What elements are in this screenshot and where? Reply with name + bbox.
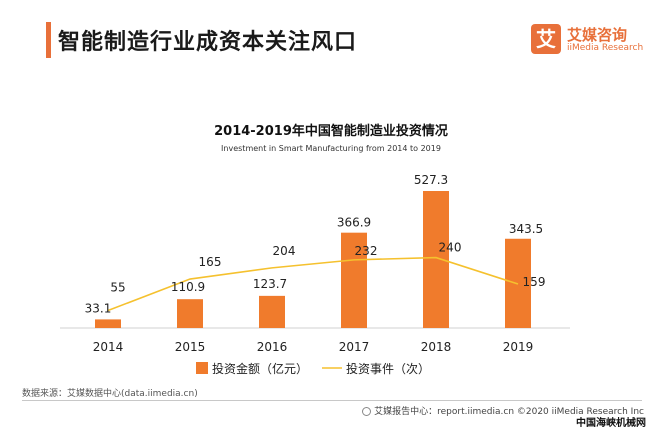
chart-subtitle: Investment in Smart Manufacturing from 2… [221, 144, 441, 153]
line-label-2017: 232 [355, 244, 378, 258]
logo-name-en: iiMedia Research [567, 43, 644, 53]
report-center-icon [362, 407, 372, 416]
x-tick-2019: 2019 [503, 340, 534, 354]
bar-2017 [341, 232, 367, 328]
footer-copyright: 艾媒报告中心：report.iimedia.cn ©2020 iiMedia R… [362, 404, 644, 417]
x-tick-2014: 2014 [93, 340, 124, 354]
bar-2014 [95, 319, 121, 328]
chart-title: 2014-2019年中国智能制造业投资情况 [214, 123, 448, 139]
line-label-2015: 165 [199, 255, 222, 269]
line-label-2018: 240 [439, 241, 462, 255]
title-accent-bar [46, 22, 51, 58]
page-title: 智能制造行业成资本关注风口 [58, 30, 358, 55]
x-tick-2018: 2018 [421, 340, 452, 354]
bar-label-2014: 33.1 [85, 301, 112, 315]
data-source: 数据来源：艾媒数据中心(data.iimedia.cn) [22, 389, 198, 399]
legend-label-bar: 投资金额（亿元） [212, 361, 308, 376]
bar-label-2018: 527.3 [414, 173, 448, 187]
bar-2016 [259, 295, 285, 328]
x-tick-2015: 2015 [175, 340, 206, 354]
bar-label-2015: 110.9 [171, 280, 205, 294]
line-label-2019: 159 [523, 275, 546, 289]
line-label-2016: 204 [273, 244, 296, 258]
bar-label-2017: 366.9 [337, 216, 371, 230]
line-label-2014: 55 [110, 281, 125, 295]
brand-logo: 艾 艾媒咨询 iiMedia Research [531, 24, 643, 60]
bar-label-2019: 343.5 [509, 222, 543, 236]
watermark: 中国海峡机械网 [576, 418, 646, 429]
x-tick-2016: 2016 [257, 340, 288, 354]
x-tick-2017: 2017 [339, 340, 370, 354]
line-investment-events [107, 256, 519, 312]
footer-copyright-text: 艾媒报告中心：report.iimedia.cn ©2020 iiMedia R… [374, 407, 644, 417]
logo-name-cn: 艾媒咨询 [567, 26, 628, 44]
legend-swatch-bar [196, 362, 208, 374]
logo-mark: 艾 [531, 24, 561, 54]
footer-divider [22, 400, 642, 401]
bar-2015 [177, 299, 203, 328]
bar-2018 [423, 191, 449, 328]
legend-label-line: 投资事件（次） [346, 361, 430, 376]
bar-label-2016: 123.7 [253, 277, 287, 291]
